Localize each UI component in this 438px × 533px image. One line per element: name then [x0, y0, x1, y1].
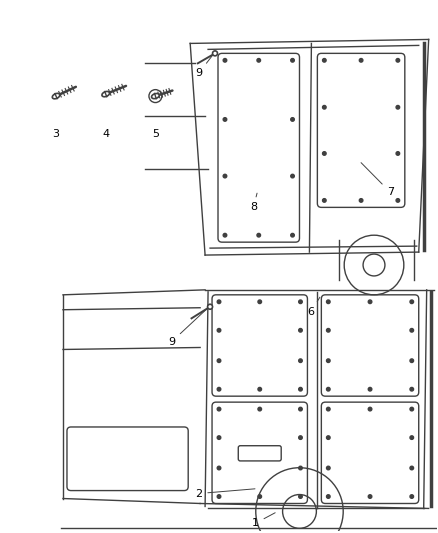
Circle shape [258, 407, 261, 411]
Circle shape [410, 387, 413, 391]
Circle shape [326, 436, 330, 439]
Circle shape [410, 300, 413, 304]
Circle shape [299, 387, 302, 391]
Circle shape [326, 495, 330, 498]
Circle shape [291, 233, 294, 237]
Ellipse shape [152, 93, 159, 99]
Circle shape [223, 118, 227, 121]
Circle shape [257, 59, 261, 62]
Circle shape [396, 152, 399, 155]
Circle shape [396, 59, 399, 62]
Circle shape [217, 300, 221, 304]
Circle shape [299, 359, 302, 362]
Circle shape [299, 407, 302, 411]
Circle shape [368, 387, 372, 391]
Circle shape [217, 387, 221, 391]
Circle shape [258, 387, 261, 391]
Ellipse shape [102, 92, 110, 97]
Text: 2: 2 [195, 489, 255, 498]
Circle shape [326, 407, 330, 411]
Text: 8: 8 [250, 193, 257, 212]
Circle shape [368, 495, 372, 498]
Text: 5: 5 [152, 129, 159, 139]
Ellipse shape [52, 93, 60, 99]
Circle shape [410, 466, 413, 470]
Text: 9: 9 [168, 310, 206, 346]
Circle shape [299, 495, 302, 498]
Text: 6: 6 [307, 297, 320, 317]
Circle shape [326, 387, 330, 391]
Circle shape [368, 407, 372, 411]
Text: 1: 1 [252, 513, 275, 528]
Circle shape [410, 495, 413, 498]
Circle shape [326, 359, 330, 362]
Circle shape [322, 152, 326, 155]
Circle shape [223, 174, 227, 178]
Circle shape [410, 436, 413, 439]
Circle shape [217, 328, 221, 332]
Circle shape [212, 51, 218, 56]
Circle shape [299, 300, 302, 304]
Circle shape [217, 495, 221, 498]
Circle shape [410, 407, 413, 411]
Circle shape [322, 59, 326, 62]
Circle shape [217, 436, 221, 439]
Text: 4: 4 [102, 129, 110, 139]
Circle shape [396, 106, 399, 109]
Circle shape [299, 328, 302, 332]
Text: 3: 3 [53, 129, 60, 139]
Circle shape [396, 199, 399, 202]
Circle shape [258, 495, 261, 498]
Circle shape [217, 359, 221, 362]
Circle shape [359, 199, 363, 202]
Circle shape [410, 328, 413, 332]
Circle shape [208, 304, 212, 309]
Circle shape [326, 466, 330, 470]
Circle shape [299, 436, 302, 439]
Circle shape [257, 233, 261, 237]
Text: 7: 7 [361, 163, 394, 197]
Circle shape [322, 199, 326, 202]
Circle shape [223, 59, 227, 62]
Circle shape [291, 118, 294, 121]
Circle shape [322, 106, 326, 109]
Circle shape [368, 300, 372, 304]
Circle shape [223, 233, 227, 237]
Circle shape [291, 59, 294, 62]
Circle shape [326, 300, 330, 304]
Text: 9: 9 [195, 55, 212, 78]
Circle shape [258, 300, 261, 304]
Circle shape [217, 407, 221, 411]
Circle shape [217, 466, 221, 470]
Circle shape [410, 359, 413, 362]
Circle shape [359, 59, 363, 62]
Circle shape [291, 174, 294, 178]
Circle shape [299, 466, 302, 470]
Circle shape [326, 328, 330, 332]
